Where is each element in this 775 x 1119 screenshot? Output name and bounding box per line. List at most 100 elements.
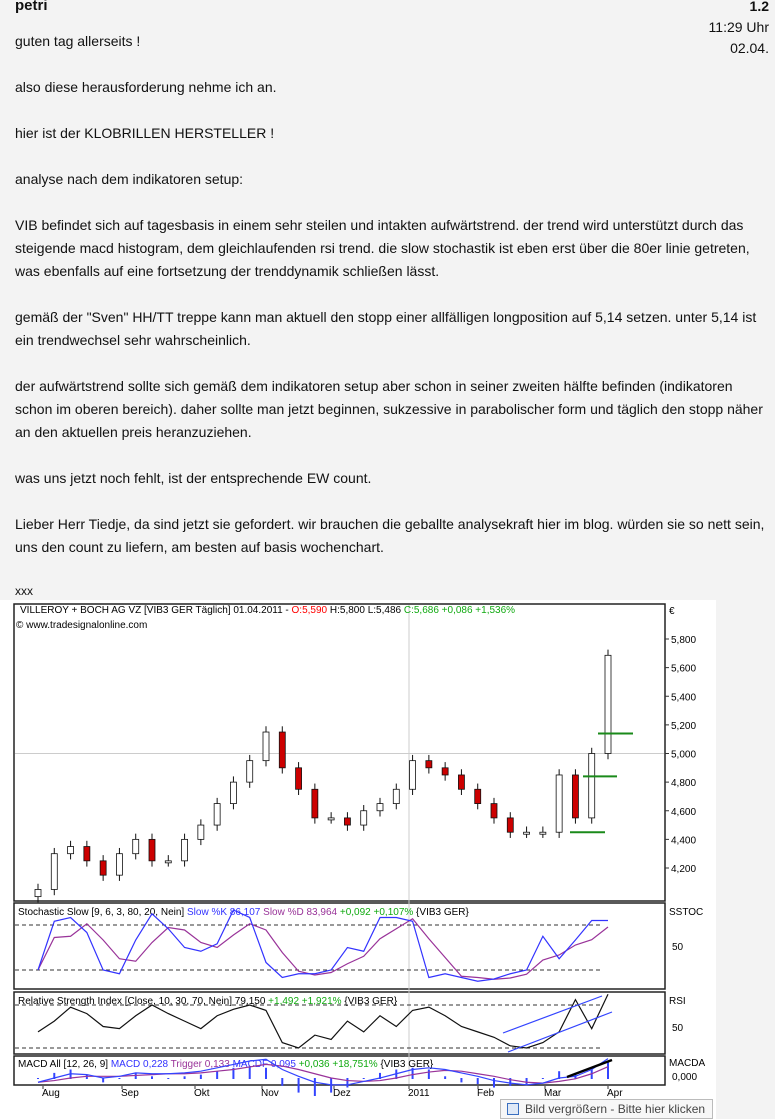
candle-body xyxy=(230,781,237,804)
paragraph: gemäß der "Sven" HH/TT treppe kann man a… xyxy=(15,309,757,348)
macd-histogram-bar xyxy=(37,1078,39,1079)
x-tick-label: Sep xyxy=(121,1088,139,1099)
candle-body xyxy=(132,838,140,855)
y-tick-label: 4,400 xyxy=(671,835,696,846)
x-tick-label: Okt xyxy=(194,1088,210,1099)
macd-histogram-bar xyxy=(346,1078,349,1088)
image-icon xyxy=(507,1103,519,1115)
x-tick-label: 2011 xyxy=(408,1088,430,1099)
macd-histogram-bar xyxy=(118,1078,121,1079)
macd-histogram-bar xyxy=(199,1074,202,1079)
post-time: 11:29 Uhr xyxy=(708,19,769,35)
price-title: VILLEROY + BOCH AG VZ [VIB3 GER Täglich]… xyxy=(20,605,515,616)
rsi-channel-upper xyxy=(502,995,603,1034)
macd-trigger-line xyxy=(37,1063,609,1084)
candle-body xyxy=(213,803,221,826)
x-tick-label: Aug xyxy=(42,1088,60,1099)
stoch-tick-50: 50 xyxy=(672,942,684,953)
candle-body xyxy=(344,817,351,826)
candle-body xyxy=(376,803,384,812)
macd-histogram-bar xyxy=(151,1076,153,1079)
panel-frame xyxy=(13,991,666,1055)
enlarge-image-button[interactable]: Bild vergrößern - Bitte hier klicken xyxy=(500,1099,713,1119)
macd-histogram-bar xyxy=(281,1078,284,1086)
candle-body xyxy=(83,846,91,862)
rsi-channel-lower xyxy=(507,1011,613,1053)
candle-body xyxy=(360,810,368,826)
candle-body xyxy=(34,889,42,898)
paragraph: guten tag allerseits ! xyxy=(15,33,141,49)
candle-body xyxy=(295,767,302,790)
stoch-axis-label: SSTOC xyxy=(669,907,703,918)
candle-body xyxy=(409,760,416,790)
paragraph: was uns jetzt noch fehlt, ist der entspr… xyxy=(15,470,372,486)
stoch-k-line xyxy=(37,909,608,982)
candle-body xyxy=(523,831,530,835)
candle-body xyxy=(181,838,188,862)
candle-body xyxy=(246,760,254,783)
macd-histogram-bar xyxy=(167,1078,170,1079)
y-tick-label: 5,200 xyxy=(671,721,696,732)
macd-histogram-bar xyxy=(362,1078,365,1079)
rsi-title: Relative Strength Index [Close, 10, 30, … xyxy=(18,996,398,1007)
candle-body xyxy=(197,824,205,840)
macd-histogram-bar xyxy=(216,1071,219,1079)
paragraph: Lieber Herr Tiedje, da sind jetzt sie ge… xyxy=(15,516,765,555)
macd-title: MACD All [12, 26, 9] MACD 0,228 Trigger … xyxy=(18,1059,434,1070)
macd-histogram-bar xyxy=(444,1076,447,1079)
macd-histogram-bar xyxy=(411,1067,414,1079)
macd-histogram-bar xyxy=(248,1066,251,1079)
enlarge-label: Bild vergrößern - Bitte hier klicken xyxy=(525,1102,706,1116)
candle-body xyxy=(474,788,482,804)
candle-body xyxy=(148,838,156,862)
paragraph: also diese herausforderung nehme ich an. xyxy=(15,79,277,95)
macd-histogram-bar xyxy=(493,1078,495,1088)
macd-histogram-bar xyxy=(183,1076,186,1079)
x-tick-label: Mar xyxy=(544,1088,562,1099)
macd-histogram-bar xyxy=(297,1078,300,1093)
source-label: © www.tradesignalonline.com xyxy=(16,620,147,631)
rsi-tick-50: 50 xyxy=(672,1023,684,1034)
signature: xxx xyxy=(15,584,33,598)
macd-trendline xyxy=(566,1058,613,1079)
macd-histogram-bar xyxy=(460,1078,463,1083)
macd-histogram-bar xyxy=(313,1078,316,1096)
x-tick-label: Feb xyxy=(477,1088,495,1099)
candle-body xyxy=(490,803,498,819)
post-body: guten tag allerseits ! also diese heraus… xyxy=(15,30,770,582)
macd-histogram-bar xyxy=(607,1061,609,1079)
post-author[interactable]: petri xyxy=(15,0,48,14)
candle-body xyxy=(116,853,123,876)
candle-body xyxy=(458,774,465,790)
y-tick-label: 4,600 xyxy=(671,807,696,818)
candle-body xyxy=(164,860,172,864)
macd-histogram-bar xyxy=(541,1078,544,1079)
panel-frame xyxy=(13,902,666,990)
stock-chart-image[interactable]: VILLEROY + BOCH AG VZ [VIB3 GER Täglich]… xyxy=(0,600,716,1119)
candle-body xyxy=(441,767,449,776)
candle-body xyxy=(572,774,579,819)
x-tick-label: Nov xyxy=(261,1088,279,1099)
rsi-line xyxy=(37,993,609,1049)
macd-histogram-bar xyxy=(427,1069,430,1079)
candle-body xyxy=(588,753,596,819)
unit-label: € xyxy=(669,606,675,617)
x-tick-label: Dez xyxy=(333,1088,351,1099)
candle-body xyxy=(506,817,514,833)
x-tick-label: Apr xyxy=(607,1088,623,1099)
paragraph: VIB befindet sich auf tagesbasis in eine… xyxy=(15,217,750,279)
y-tick-label: 5,600 xyxy=(671,664,696,675)
post-number[interactable]: 1.2 xyxy=(749,0,769,14)
candle-body xyxy=(425,760,433,769)
candle-body xyxy=(311,788,319,819)
macd-histogram-bar xyxy=(476,1078,479,1085)
candle-body xyxy=(50,853,58,890)
candle-body xyxy=(555,774,563,833)
macd-histogram-bar xyxy=(232,1067,235,1079)
macd-histogram-bar xyxy=(525,1078,528,1085)
candle-body xyxy=(327,817,335,821)
candle-body xyxy=(67,846,74,855)
macd-histogram-bar xyxy=(509,1078,512,1086)
stoch-title: Stochastic Slow [9, 6, 3, 80, 20, Nein] … xyxy=(18,907,470,918)
panel-frame xyxy=(13,1055,666,1086)
